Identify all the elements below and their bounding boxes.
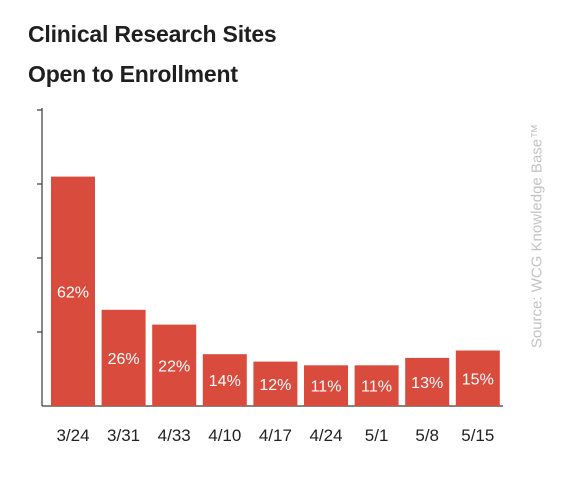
x-tick-label: 4/10 bbox=[208, 426, 241, 445]
bar bbox=[51, 176, 95, 406]
bar bbox=[253, 361, 298, 406]
bar-value-label: 62% bbox=[57, 284, 89, 301]
bar-value-label: 11% bbox=[311, 379, 342, 396]
chart-title: Clinical Research Sites Open to Enrollme… bbox=[28, 14, 277, 94]
x-tick-label: 5/1 bbox=[365, 426, 389, 445]
bar-value-label: 22% bbox=[158, 358, 190, 375]
chart-title-line-1: Clinical Research Sites bbox=[28, 21, 277, 47]
bar bbox=[405, 357, 450, 406]
bar bbox=[152, 324, 197, 406]
bar bbox=[202, 354, 247, 406]
x-tick-label: 4/17 bbox=[259, 426, 292, 445]
bar-value-label: 11% bbox=[361, 379, 392, 396]
bar-value-label: 13% bbox=[411, 375, 443, 392]
chart-title-line-2: Open to Enrollment bbox=[28, 61, 238, 87]
bar bbox=[101, 309, 146, 406]
bar bbox=[354, 365, 399, 406]
source-note: Source: WCG Knowledge Base™ bbox=[528, 123, 546, 349]
bar-value-label: 14% bbox=[209, 373, 241, 390]
bar-value-label: 15% bbox=[462, 371, 494, 388]
bar-value-label: 26% bbox=[108, 351, 140, 368]
bar bbox=[455, 350, 500, 406]
bar-value-label: 12% bbox=[259, 377, 291, 394]
x-tick-label: 4/33 bbox=[158, 426, 191, 445]
x-tick-label: 3/31 bbox=[107, 426, 140, 445]
bar bbox=[304, 365, 348, 406]
x-tick-label: 4/24 bbox=[309, 426, 342, 445]
x-tick-label: 5/8 bbox=[415, 426, 439, 445]
x-tick-label: 5/15 bbox=[461, 426, 494, 445]
x-tick-label: 3/24 bbox=[56, 426, 89, 445]
